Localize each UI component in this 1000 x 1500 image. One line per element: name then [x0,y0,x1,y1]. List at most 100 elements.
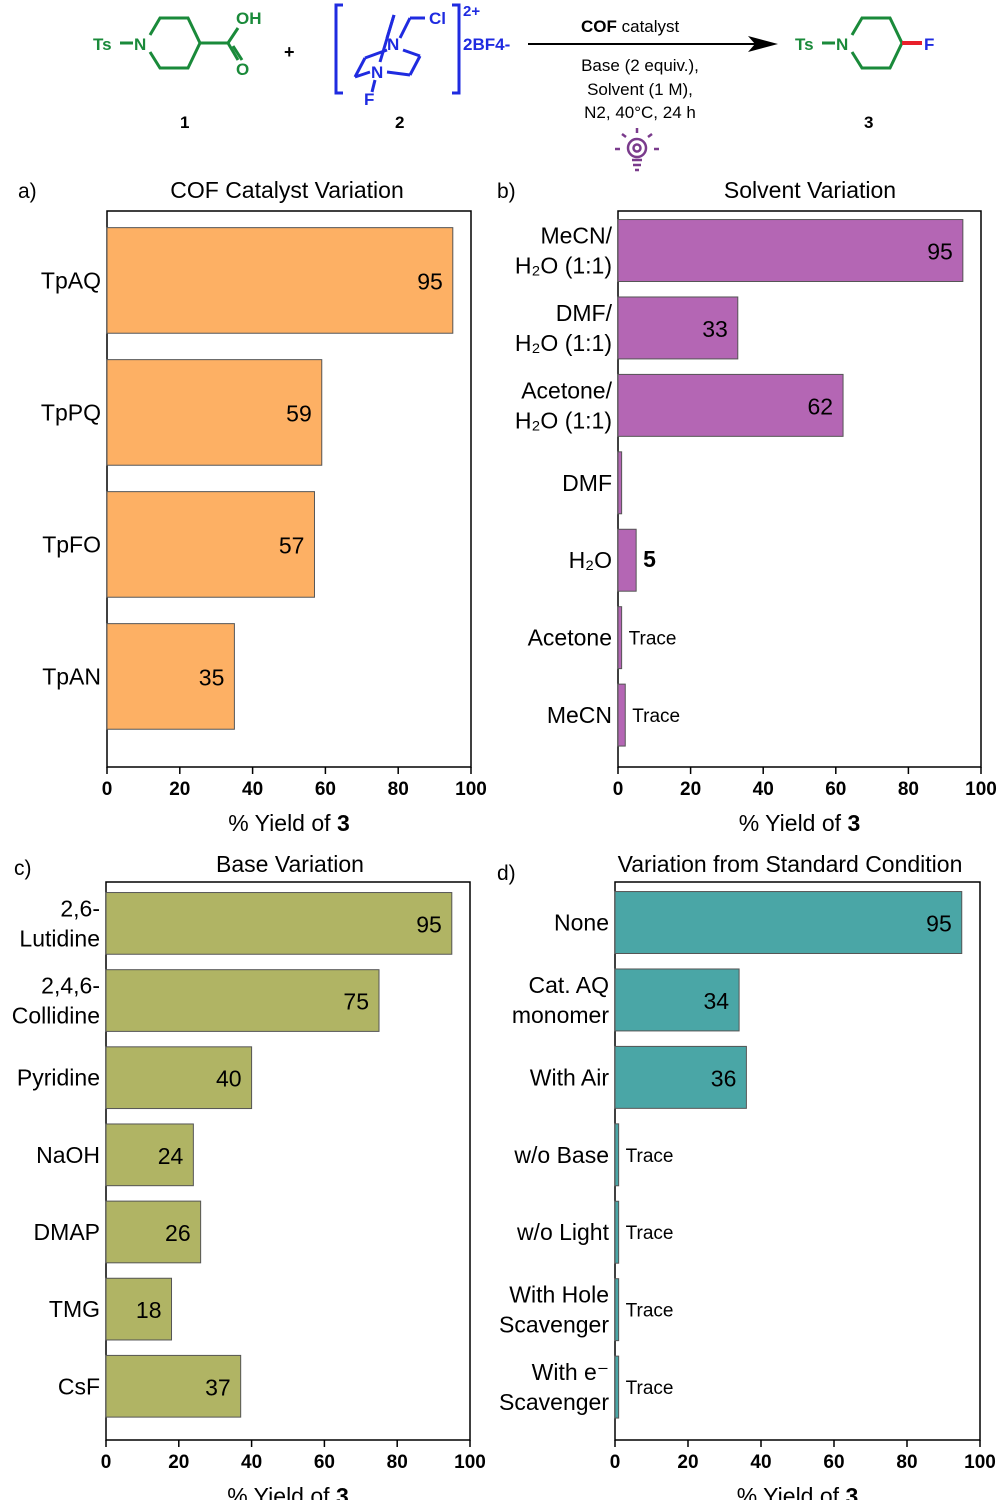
value-label: 24 [158,1143,184,1169]
plot-frame [106,210,472,768]
category-label: Acetone/ [521,377,612,403]
x-tick-label: 40 [750,1452,771,1473]
compound-2-cl: Cl [429,9,446,28]
x-tick-label: 0 [610,1452,621,1473]
bar [106,491,315,598]
bar [105,1277,173,1341]
x-axis-label-text: % Yield of [739,810,848,836]
conditions-line-1: Base (2 equiv.), [581,56,699,75]
x-tick-label: 60 [825,779,846,800]
category-label: DMF [562,470,612,496]
x-tick-label: 100 [964,1452,996,1473]
x-axis-label: % Yield of 3 [739,810,860,836]
value-label: 75 [343,989,369,1015]
x-tick-label: 80 [388,779,409,800]
bar [614,1045,747,1109]
value-label: 59 [286,400,312,426]
compound-1-ts: Ts [93,35,112,54]
category-label: With e⁻ [532,1359,609,1385]
category-label: MeCN/ [540,223,612,249]
bar [614,1355,620,1419]
value-label: 37 [205,1374,231,1400]
category-label: None [554,910,609,936]
compound-1-o: O [236,60,249,79]
category-label: DMF/ [556,300,613,326]
x-tick-label: 0 [101,1452,112,1473]
compound-2-n-bottom: N [371,63,383,82]
bar [617,373,844,437]
x-axis-label: % Yield of 3 [737,1483,858,1500]
x-tick-label: 80 [387,1452,408,1473]
category-label: Acetone [528,625,612,651]
value-label: 95 [926,911,952,937]
value-label: Trace [626,1301,674,1322]
compound-1-label: 1 [180,113,189,132]
category-label: Scavenger [499,1312,609,1338]
x-tick-label: 100 [455,779,487,800]
chart-variation-from-standard-condition: d) Variation from Standard Condition None 9… [497,851,996,1500]
compound-2 [334,3,461,95]
x-tick-label: 100 [454,1452,486,1473]
bar [617,528,637,592]
lightbulb-icon [615,128,659,172]
bar [105,1046,253,1110]
category-label: TpAQ [41,267,101,293]
compound-1-n: N [134,35,146,54]
chart-base-variation: c) Base Variation 2,6- Lutidine 95 2,4,6- Coll… [12,851,486,1500]
category-label: TpPQ [41,399,101,425]
value-label: 5 [643,546,656,572]
x-axis-label: % Yield of 3 [227,1483,348,1500]
x-axis-label-text: % Yield of [228,810,337,836]
category-label: TMG [49,1296,100,1322]
bar [105,892,453,955]
value-label: Trace [629,629,677,650]
x-tick-label: 20 [168,1452,189,1473]
value-label: 95 [416,911,442,937]
category-label: DMAP [34,1219,100,1245]
category-label: w/o Light [516,1219,610,1245]
bar [614,968,740,1032]
category-label: w/o Base [513,1142,609,1168]
panel-label: c) [14,857,32,880]
panel-label: a) [18,180,37,203]
value-label: 57 [279,532,305,558]
category-label: Collidine [12,1003,100,1029]
compound-2-counterion: 2BF4- [463,35,510,54]
value-label: 26 [165,1220,191,1246]
value-label: Trace [626,1146,674,1167]
category-label: H₂O [569,547,612,573]
bar [105,1123,194,1187]
arrow-head [748,36,778,52]
x-tick-label: 80 [898,779,919,800]
bar [614,891,963,954]
value-label: 95 [927,239,953,265]
bar [105,1354,242,1418]
value-label: Trace [626,1378,674,1399]
x-tick-label: 20 [169,779,190,800]
category-label: Pyridine [17,1065,100,1091]
x-axis-label-compound: 3 [845,1483,858,1500]
category-label: TpAN [42,663,101,689]
value-label: Trace [632,706,680,727]
plot-frame [617,210,982,768]
compound-3-n: N [836,35,848,54]
x-axis-label: % Yield of 3 [228,810,349,836]
value-label: 35 [199,664,225,690]
category-label: TpFO [42,531,101,557]
chart-cof-catalyst-variation: a) COF Catalyst Variation TpAQ 95 TpPQ 59 TpFO… [18,177,487,836]
category-label: 2,6- [60,895,100,921]
bar [614,1123,620,1187]
reaction-scheme: Ts N OH O 1 + N N Cl F 2+ 2BF4- 2 COF ca… [93,3,934,172]
x-tick-label: 100 [965,779,997,800]
panel-label: d) [497,862,516,885]
value-label: 18 [136,1297,162,1323]
chart-title: COF Catalyst Variation [170,177,403,203]
compound-3 [822,16,904,70]
bar [617,606,623,670]
chart-solvent-variation: b) Solvent Variation MeCN/H₂O (1:1) 95 DMF/H… [497,177,997,836]
plus-sign: + [284,42,295,62]
category-label: MeCN [547,702,612,728]
x-tick-label: 80 [896,1452,917,1473]
bar [617,296,739,360]
